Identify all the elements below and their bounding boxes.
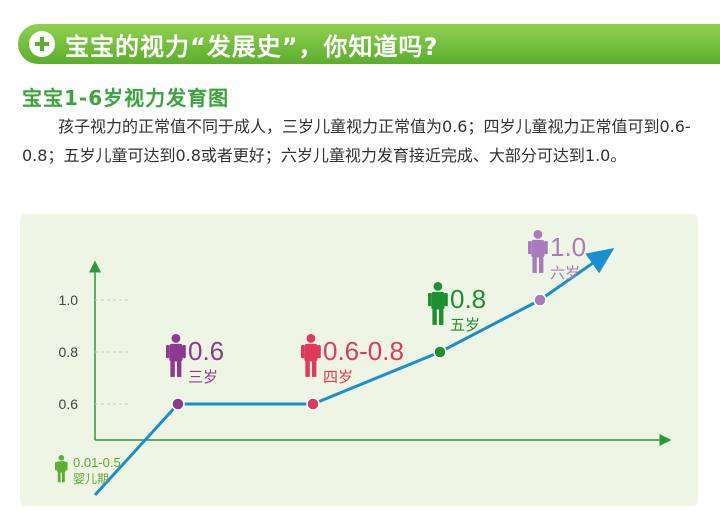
description-text: 孩子视力的正常值不同于成人，三岁儿童视力正常值为0.6；四岁儿童视力正常值可到0… bbox=[22, 117, 691, 165]
person-icon bbox=[301, 334, 321, 377]
value-label: 0.6-0.8 bbox=[323, 336, 404, 366]
section-subtitle: 宝宝1-6岁视力发育图 bbox=[22, 86, 230, 110]
value-label: 0.8 bbox=[450, 284, 486, 314]
y-tick-label: 0.6 bbox=[59, 396, 79, 412]
infant-person-icon bbox=[55, 455, 68, 483]
data-point bbox=[533, 293, 547, 307]
data-point bbox=[171, 397, 185, 411]
value-label: 0.6 bbox=[188, 336, 224, 366]
origin-age-label: 婴儿期 bbox=[73, 472, 109, 486]
plus-icon bbox=[29, 31, 55, 57]
data-point bbox=[433, 345, 447, 359]
age-label: 五岁 bbox=[450, 316, 480, 334]
age-label: 六岁 bbox=[550, 264, 580, 282]
person-icon bbox=[528, 230, 548, 273]
y-tick-label: 1.0 bbox=[59, 292, 79, 308]
age-label: 三岁 bbox=[188, 368, 218, 386]
description-paragraph: 孩子视力的正常值不同于成人，三岁儿童视力正常值为0.6；四岁儿童视力正常值可到0… bbox=[22, 112, 702, 170]
header-bar: 宝宝的视力“发展史”，你知道吗? bbox=[18, 24, 720, 64]
person-icon bbox=[166, 334, 186, 377]
chart-panel bbox=[20, 214, 698, 506]
person-icon bbox=[428, 282, 448, 325]
value-label: 1.0 bbox=[550, 232, 586, 262]
page-title: 宝宝的视力“发展史”，你知道吗? bbox=[65, 32, 439, 61]
y-tick-label: 0.8 bbox=[59, 344, 79, 360]
origin-value-label: 0.01-0.5 bbox=[73, 455, 121, 470]
series-line bbox=[93, 248, 615, 497]
age-label: 四岁 bbox=[323, 368, 353, 386]
data-point bbox=[306, 397, 320, 411]
